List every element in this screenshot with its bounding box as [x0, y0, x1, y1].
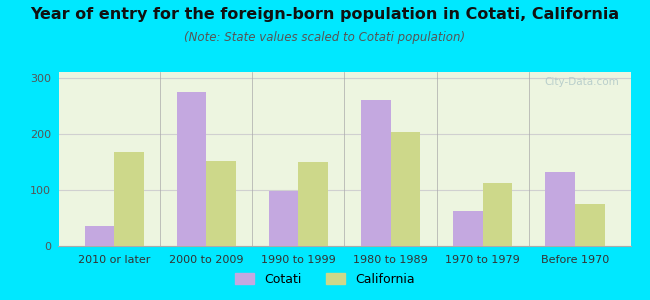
- Bar: [483, 183, 512, 246]
- Bar: [298, 162, 328, 246]
- Bar: [114, 152, 144, 246]
- Text: City-Data.com: City-Data.com: [544, 77, 619, 87]
- Bar: [391, 132, 420, 246]
- Bar: [453, 211, 483, 246]
- Legend: Cotati, California: Cotati, California: [230, 268, 420, 291]
- Text: (Note: State values scaled to Cotati population): (Note: State values scaled to Cotati pop…: [185, 32, 465, 44]
- Bar: [575, 204, 604, 246]
- Bar: [177, 92, 206, 246]
- Text: Year of entry for the foreign-born population in Cotati, California: Year of entry for the foreign-born popul…: [31, 8, 619, 22]
- Bar: [269, 191, 298, 246]
- Bar: [206, 161, 236, 246]
- Bar: [361, 100, 391, 246]
- Bar: [545, 172, 575, 246]
- Bar: [84, 226, 114, 246]
